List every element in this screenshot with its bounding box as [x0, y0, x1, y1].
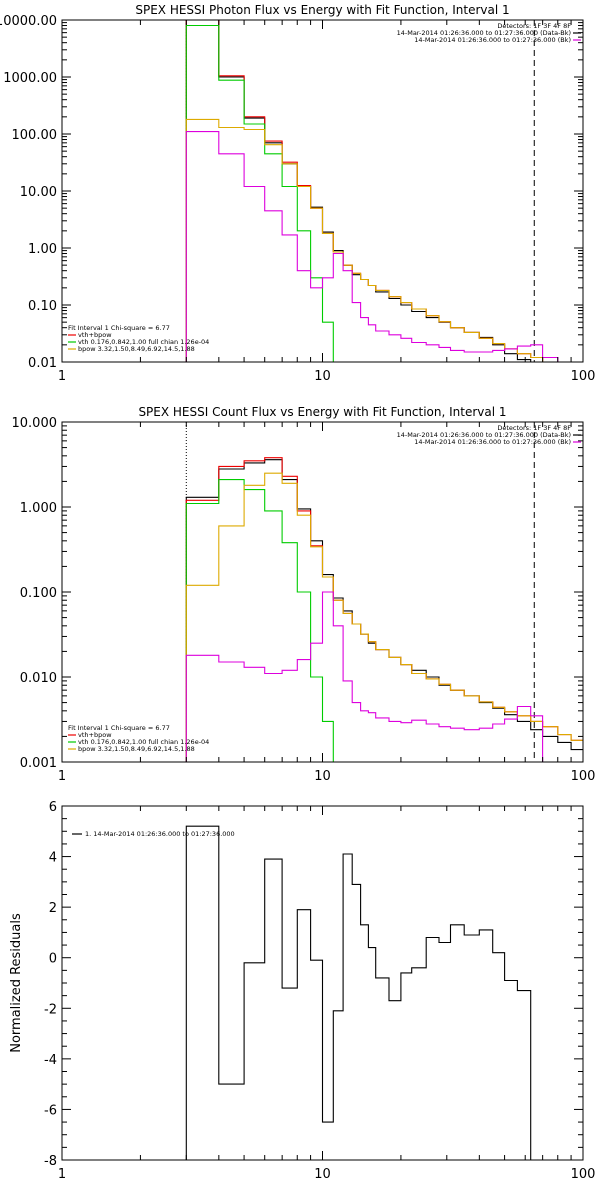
x-tick-label: 10: [314, 369, 331, 384]
y-tick-label: 1.00: [28, 242, 57, 257]
series-total: [185, 20, 559, 362]
x-tick-label: 10: [314, 1167, 331, 1182]
legend-entry-text: 14-Mar-2014 01:26:36.000 to 01:27:36.000…: [397, 431, 571, 439]
chart-panel-1: SPEX HESSI Photon Flux vs Energy with Fi…: [0, 3, 595, 384]
y-axis-label: Normalized Residuals: [9, 913, 24, 1053]
y-tick-label: 4: [49, 851, 57, 866]
y-tick-label: 0.001: [20, 756, 57, 771]
x-tick-label: 100: [571, 369, 596, 384]
chart-panel-3: 1 10 100 -8 -6 -4 -2 0 2 4 6 Normalized Residuals 1.…: [9, 800, 595, 1182]
y-tick-label: -6: [44, 1103, 57, 1118]
x-tick-label: 100: [571, 1167, 596, 1182]
legend-fit-text: bpow 3.32,1.50,8.49,6.92,14.5,1.88: [78, 345, 195, 353]
y-tick-label: 2: [49, 901, 57, 916]
series-background: [185, 131, 559, 362]
series-group: [185, 457, 583, 762]
y-tick-label: 0: [49, 952, 57, 967]
legend-entry-text: 1. 14-Mar-2014 01:26:36.000 to 01:27:36.…: [85, 830, 235, 838]
series-bpow: [185, 472, 583, 762]
legend-entry-text: 14-Mar-2014 01:26:36.000 to 01:27:36.000…: [397, 29, 571, 37]
chart-title: SPEX HESSI Photon Flux vs Energy with Fi…: [135, 3, 509, 17]
y-tick-label: 1000.00: [3, 71, 57, 86]
legend-fit-header: Fit Interval 1 Chi-square = 6.77: [68, 724, 170, 732]
legend-fit-text: vth 0.176,0.842,1.00 full chian 1.26e-04: [78, 738, 209, 746]
series-data: [185, 459, 583, 762]
series-residuals: [185, 825, 532, 1160]
legend-fit-header: Fit Interval 1 Chi-square = 6.77: [68, 324, 170, 332]
legend-entry-text: 14-Mar-2014 01:26:36.000 to 01:27:36.000…: [414, 438, 571, 446]
series-group: [185, 825, 532, 1160]
y-tick-label: 0.10: [28, 299, 57, 314]
legend-detectors: Detectors: 1F 3F 4F 8F: [497, 22, 571, 30]
y-tick-label: 100.00: [12, 128, 58, 143]
legend-entry-text: 14-Mar-2014 01:26:36.000 to 01:27:36.000…: [414, 36, 571, 44]
y-tick-label: 10.00: [20, 185, 57, 200]
y-tick-label: -2: [44, 1002, 57, 1017]
legend-fit-text: bpow 3.32,1.50,8.49,6.92,14.5,1.88: [78, 745, 195, 753]
x-tick-label: 1: [58, 769, 66, 784]
y-tick-label: 0.01: [28, 356, 57, 371]
series-vth: [185, 479, 334, 762]
y-tick-label: 1.000: [20, 501, 57, 516]
series-group: [185, 20, 559, 362]
y-tick-label: 0.100: [20, 586, 57, 601]
y-tick-label: 10.000: [12, 416, 58, 431]
y-tick-label: 10000.00: [0, 14, 57, 29]
x-tick-label: 10: [314, 769, 331, 784]
legend-fit-text: vth+bpow: [78, 331, 112, 339]
chart-title: SPEX HESSI Count Flux vs Energy with Fit…: [138, 405, 506, 419]
x-tick-label: 1: [58, 369, 66, 384]
x-tick-label: 1: [58, 1167, 66, 1182]
legend-fit-text: vth 0.176,0.842,1.00 full chian 1.26e-04: [78, 338, 209, 346]
chart-panel-2: SPEX HESSI Count Flux vs Energy with Fit…: [12, 405, 596, 784]
y-tick-label: -4: [44, 1053, 57, 1068]
y-tick-label: 6: [49, 800, 57, 815]
series-data: [185, 20, 532, 362]
series-total: [185, 457, 583, 762]
y-tick-label: -8: [44, 1154, 57, 1169]
x-tick-label: 100: [571, 769, 596, 784]
legend-fit-text: vth+bpow: [78, 731, 112, 739]
series-background: [185, 591, 544, 762]
y-tick-label: 0.010: [20, 671, 57, 686]
legend-detectors: Detectors: 1F 3F 4F 8F: [497, 424, 571, 432]
series-bpow: [185, 118, 559, 362]
